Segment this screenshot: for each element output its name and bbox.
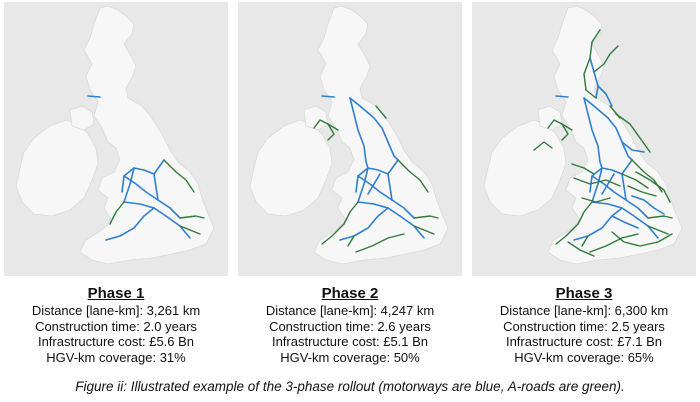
motorway-line xyxy=(555,95,569,98)
great-britain-landmass xyxy=(547,5,683,265)
motorway-line xyxy=(631,195,665,215)
a-road-line xyxy=(561,123,573,131)
motorway-network xyxy=(87,95,191,241)
a-road-line xyxy=(567,241,595,257)
great-britain-landmass xyxy=(313,5,449,265)
phase-3-construction-time: Construction time: 2.5 years xyxy=(503,318,665,334)
motorway-line xyxy=(123,167,191,239)
phase-2-hgv-coverage: HGV-km coverage: 50% xyxy=(280,349,420,365)
a-road-line xyxy=(397,159,429,193)
motorway-network xyxy=(555,57,665,241)
a-road-line xyxy=(571,163,595,175)
a-road-line xyxy=(585,89,597,99)
a-road-network xyxy=(533,29,673,257)
a-road-line xyxy=(635,171,671,203)
a-road-line xyxy=(589,233,639,253)
a-road-line xyxy=(583,29,601,91)
a-road-line xyxy=(647,225,669,235)
a-road-line xyxy=(555,223,579,245)
motorway-line xyxy=(357,175,393,201)
motorway-line xyxy=(573,207,623,241)
northern-ireland-landmass xyxy=(69,105,95,131)
motorway-line xyxy=(105,207,155,241)
a-road-line xyxy=(593,45,619,73)
phase-3-infrastructure-cost: Infrastructure cost: £7.1 Bn xyxy=(505,334,663,349)
figure-caption: Figure ii: Illustrated example of the 3-… xyxy=(75,379,625,394)
a-road-line xyxy=(321,223,345,245)
phase-1-construction-time: Construction time: 2.0 years xyxy=(35,318,197,334)
phase-1-title: Phase 1 xyxy=(87,285,145,302)
motorway-line xyxy=(611,215,639,229)
motorway-network xyxy=(321,95,425,241)
phase-3-distance: Distance [lane-km]: 6,300 km xyxy=(499,303,669,318)
a-road-network xyxy=(109,159,205,235)
phase-3-panel: Phase 3 Distance [lane-km]: 6,300 km Con… xyxy=(472,2,696,365)
motorway-line xyxy=(153,159,165,201)
a-road-line xyxy=(163,159,195,193)
phase-1-hgv-coverage: HGV-km coverage: 31% xyxy=(46,349,186,365)
a-road-line xyxy=(347,235,355,247)
a-road-line xyxy=(179,215,205,219)
phase-3-hgv-coverage: HGV-km coverage: 65% xyxy=(514,349,654,365)
phase-2-construction-time: Construction time: 2.6 years xyxy=(269,318,431,334)
phase-2-panel: Phase 2 Distance [lane-km]: 4,247 km Con… xyxy=(238,2,462,365)
a-road-line xyxy=(343,201,359,225)
a-road-line xyxy=(647,215,673,219)
a-road-line xyxy=(621,173,649,189)
phase-1-distance: Distance [lane-km]: 3,261 km xyxy=(31,303,201,318)
motorway-line xyxy=(123,175,159,201)
motorway-line xyxy=(357,167,425,239)
a-road-line xyxy=(611,231,673,247)
a-road-line xyxy=(577,201,593,225)
a-road-line xyxy=(109,201,125,225)
motorway-line xyxy=(597,85,613,107)
ireland-landmass xyxy=(249,119,333,217)
a-road-line xyxy=(327,123,339,131)
motorway-line xyxy=(621,141,645,153)
ireland-landmass xyxy=(15,119,99,217)
a-road-network xyxy=(313,105,439,253)
motorway-line xyxy=(391,199,415,219)
phase-1-panel: Phase 1 Distance [lane-km]: 3,261 km Con… xyxy=(4,2,228,365)
motorway-line xyxy=(349,97,399,161)
phase-1-map xyxy=(4,2,228,276)
ireland-landmass xyxy=(483,119,567,217)
phase-2-title: Phase 2 xyxy=(321,285,379,302)
phase-3-map xyxy=(472,2,696,276)
a-road-line xyxy=(615,113,651,153)
motorway-line xyxy=(591,175,627,201)
phase-3-title: Phase 3 xyxy=(555,285,613,302)
phase-2-map xyxy=(238,2,462,276)
motorway-line xyxy=(591,167,659,239)
motorway-line xyxy=(583,97,603,169)
motorway-line xyxy=(601,173,615,195)
great-britain-landmass xyxy=(79,5,215,265)
a-road-line xyxy=(355,233,405,253)
a-road-line xyxy=(375,105,387,119)
motorway-line xyxy=(589,57,599,99)
phase-2-infrastructure-cost: Infrastructure cost: £5.1 Bn xyxy=(271,334,429,349)
a-road-line xyxy=(413,225,435,235)
motorway-line xyxy=(367,173,381,195)
a-road-line xyxy=(627,185,657,197)
motorway-line xyxy=(157,199,181,219)
a-road-line xyxy=(179,225,201,235)
motorway-line xyxy=(87,95,101,98)
motorway-line xyxy=(339,207,389,241)
motorway-line xyxy=(583,97,633,161)
a-road-line xyxy=(581,235,589,247)
a-road-line xyxy=(413,215,439,219)
a-road-line xyxy=(533,141,553,151)
a-road-line xyxy=(581,197,611,203)
phase-1-infrastructure-cost: Infrastructure cost: £5.6 Bn xyxy=(37,334,195,349)
a-road-line xyxy=(573,177,621,187)
motorway-line xyxy=(625,199,649,219)
motorway-line xyxy=(321,95,335,98)
phase-2-distance: Distance [lane-km]: 4,247 km xyxy=(265,303,435,318)
motorway-line xyxy=(387,159,399,201)
motorway-line xyxy=(349,97,369,169)
